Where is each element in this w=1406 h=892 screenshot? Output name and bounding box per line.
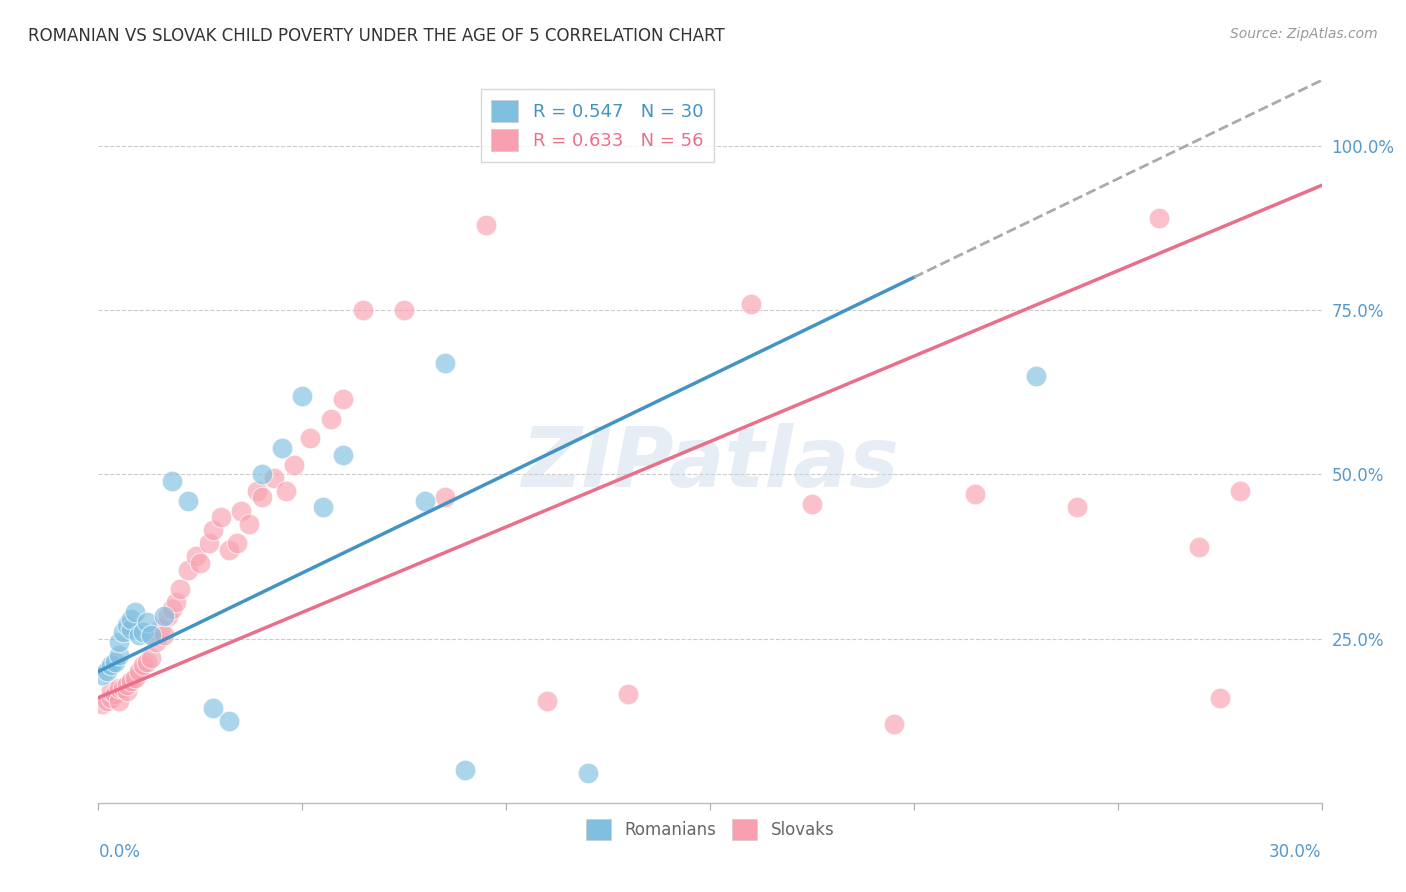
Point: [108, 635, 131, 649]
Point: [263, 471, 285, 485]
Point: [1147, 211, 1170, 226]
Point: [108, 694, 131, 708]
Point: [231, 503, 253, 517]
Point: [160, 602, 183, 616]
Point: [136, 655, 159, 669]
Point: [145, 635, 167, 649]
Point: [96, 665, 118, 679]
Point: [177, 563, 200, 577]
Point: [965, 487, 987, 501]
Point: [392, 303, 416, 318]
Point: [115, 618, 138, 632]
Point: [132, 625, 155, 640]
Point: [141, 628, 163, 642]
Point: [1066, 500, 1088, 515]
Point: [115, 684, 138, 698]
Point: [120, 622, 142, 636]
Point: [128, 665, 150, 679]
Point: [1209, 690, 1232, 705]
Point: [104, 655, 127, 669]
Point: [1025, 368, 1047, 383]
Point: [115, 677, 138, 691]
Point: [186, 549, 208, 564]
Point: [188, 556, 212, 570]
Text: ROMANIAN VS SLOVAK CHILD POVERTY UNDER THE AGE OF 5 CORRELATION CHART: ROMANIAN VS SLOVAK CHILD POVERTY UNDER T…: [28, 27, 725, 45]
Point: [152, 608, 174, 623]
Point: [218, 714, 240, 728]
Point: [177, 493, 200, 508]
Point: [226, 536, 249, 550]
Point: [218, 542, 240, 557]
Point: [96, 694, 118, 708]
Point: [149, 622, 172, 636]
Point: [740, 296, 762, 310]
Point: [91, 667, 114, 681]
Point: [283, 458, 305, 472]
Point: [136, 615, 159, 630]
Point: [434, 491, 457, 505]
Text: ZIPatlas: ZIPatlas: [522, 423, 898, 504]
Point: [111, 625, 134, 640]
Point: [1229, 483, 1251, 498]
Point: [413, 493, 436, 508]
Point: [120, 674, 142, 689]
Point: [238, 516, 260, 531]
Point: [319, 411, 342, 425]
Point: [160, 474, 183, 488]
Point: [617, 687, 640, 701]
Text: Source: ZipAtlas.com: Source: ZipAtlas.com: [1230, 27, 1378, 41]
Point: [165, 595, 187, 609]
Point: [201, 523, 224, 537]
Point: [1188, 540, 1211, 554]
Point: [270, 441, 294, 455]
Point: [332, 448, 354, 462]
Point: [108, 681, 131, 695]
Point: [332, 392, 354, 406]
Point: [250, 467, 273, 482]
Point: [132, 657, 155, 672]
Legend: Romanians, Slovaks: Romanians, Slovaks: [579, 813, 841, 847]
Point: [141, 651, 163, 665]
Point: [250, 491, 273, 505]
Point: [104, 687, 127, 701]
Point: [576, 766, 599, 780]
Point: [246, 483, 269, 498]
Point: [299, 431, 322, 445]
Point: [124, 605, 146, 619]
Point: [111, 681, 134, 695]
Point: [108, 648, 131, 662]
Point: [454, 763, 477, 777]
Point: [883, 717, 905, 731]
Point: [124, 671, 146, 685]
Point: [197, 536, 219, 550]
Point: [274, 483, 297, 498]
Point: [169, 582, 191, 597]
Point: [291, 388, 314, 402]
Point: [352, 303, 374, 318]
Point: [91, 698, 114, 712]
Point: [100, 684, 122, 698]
Point: [100, 690, 122, 705]
Point: [100, 657, 122, 672]
Point: [128, 628, 150, 642]
Text: 0.0%: 0.0%: [98, 843, 141, 861]
Point: [120, 612, 142, 626]
Point: [536, 694, 558, 708]
Point: [152, 628, 174, 642]
Point: [434, 356, 457, 370]
Point: [474, 218, 498, 232]
Point: [209, 510, 232, 524]
Point: [201, 700, 224, 714]
Point: [801, 497, 824, 511]
Point: [156, 608, 179, 623]
Text: 30.0%: 30.0%: [1270, 843, 1322, 861]
Point: [312, 500, 335, 515]
